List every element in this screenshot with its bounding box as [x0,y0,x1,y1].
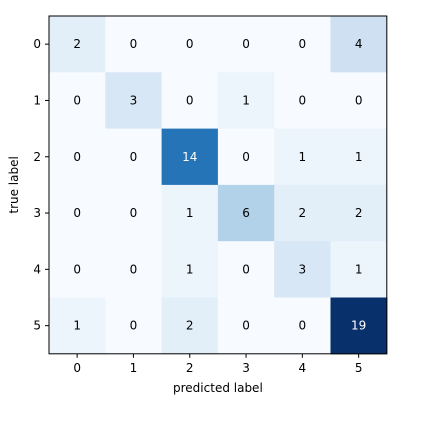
cell-value-3-5: 2 [355,206,363,220]
cell-value-2-1: 0 [130,150,138,164]
x-tick-label: 1 [130,361,138,375]
heatmap-cell-0-2 [161,16,219,73]
x-tick-label: 4 [299,361,307,375]
cell-value-5-3: 0 [242,319,250,333]
heatmap-cell-1-2 [161,72,219,130]
x-tick-label: 5 [355,361,363,375]
heatmap-cell-2-4 [274,128,331,186]
cell-value-2-0: 0 [73,150,81,164]
heatmap-cell-0-0 [49,16,106,73]
cell-value-1-5: 0 [355,93,363,107]
cell-value-4-5: 1 [355,262,363,276]
heatmap-cell-2-0 [49,128,106,186]
y-axis-ticks: 0 1 2 3 4 5 [33,37,49,333]
heatmap-cell-4-5 [330,241,388,298]
heatmap-cell-5-4 [274,297,331,355]
cell-value-1-2: 0 [186,93,194,107]
y-tick-label: 2 [33,150,41,164]
cell-value-labels: 2 0 0 0 0 4 0 3 0 1 0 0 0 0 14 0 1 1 0 0 1 6 2 2 0 0 1 0 3 1 1 0 2 0 0 19 [73,37,366,333]
cell-value-5-4: 0 [299,319,307,333]
heatmap-cell-1-4 [274,72,331,130]
cell-value-0-1: 0 [130,37,138,51]
cell-value-1-0: 0 [73,93,81,107]
y-tick-label: 1 [33,93,41,107]
x-tick-label: 0 [73,361,81,375]
heatmap-cell-0-5 [330,16,388,73]
heatmap-cell-0-4 [274,16,331,73]
heatmap-cell-5-5 [330,297,388,355]
cell-value-1-4: 0 [299,93,307,107]
x-axis-label: predicted label [173,381,263,395]
heatmap-cell-1-5 [330,72,388,130]
heatmap-cell-1-3 [217,72,275,130]
cell-value-2-2: 14 [182,150,197,164]
y-tick-label: 3 [33,206,41,220]
cell-value-0-4: 0 [299,37,307,51]
y-axis-label: true label [7,156,21,213]
heatmap-cell-4-4 [274,241,331,298]
heatmap-cell-5-3 [217,297,275,355]
cell-value-5-2: 2 [186,319,194,333]
cell-value-2-3: 0 [242,150,250,164]
cell-value-5-5: 19 [351,319,366,333]
heatmap-cell-4-1 [105,241,163,298]
cell-value-0-2: 0 [186,37,194,51]
heatmap-cell-5-0 [49,297,106,355]
heatmap-cell-1-0 [49,72,106,130]
y-tick-label: 4 [33,262,41,276]
heatmap-cell-4-3 [217,241,275,298]
heatmap-cell-2-1 [105,128,163,186]
x-tick-label: 2 [186,361,194,375]
heatmap-cell-3-3 [217,184,275,242]
cell-value-4-1: 0 [130,262,138,276]
cell-value-0-3: 0 [242,37,250,51]
heatmap-cell-2-5 [330,128,388,186]
heatmap-cell-4-2 [161,241,219,298]
cell-value-0-0: 2 [73,37,81,51]
cell-value-1-3: 1 [242,93,250,107]
heatmap-cell-0-3 [217,16,275,73]
heatmap-cell-2-2 [161,128,219,186]
plot-frame [48,15,388,355]
y-tick-label: 5 [33,319,41,333]
cell-value-2-4: 1 [299,150,307,164]
heatmap-cell-5-1 [105,297,163,355]
heatmap-cell-3-5 [330,184,388,242]
cell-value-4-4: 3 [299,262,307,276]
cell-value-4-2: 1 [186,262,194,276]
x-axis-ticks: 0 1 2 3 4 5 [73,353,363,375]
heatmap-cell-3-1 [105,184,163,242]
cell-value-2-5: 1 [355,150,363,164]
heatmap-cell-3-0 [49,184,106,242]
heatmap-cell-5-2 [161,297,219,355]
cell-value-3-0: 0 [73,206,81,220]
heatmap-cell-0-1 [105,16,163,73]
cell-value-4-0: 0 [73,262,81,276]
cell-value-1-1: 3 [130,93,138,107]
cell-value-5-0: 1 [73,319,81,333]
heatmap-cells [49,16,388,355]
heatmap-cell-2-3 [217,128,275,186]
cell-value-3-3: 6 [242,206,250,220]
cell-value-3-1: 0 [130,206,138,220]
heatmap-cell-3-2 [161,184,219,242]
heatmap-cell-3-4 [274,184,331,242]
cell-value-0-5: 4 [355,37,363,51]
heatmap-cell-1-1 [105,72,163,130]
heatmap-cell-4-0 [49,241,106,298]
cell-value-3-4: 2 [299,206,307,220]
cell-value-4-3: 0 [242,262,250,276]
x-tick-label: 3 [242,361,250,375]
y-tick-label: 0 [33,37,41,51]
cell-value-5-1: 0 [130,319,138,333]
cell-value-3-2: 1 [186,206,194,220]
